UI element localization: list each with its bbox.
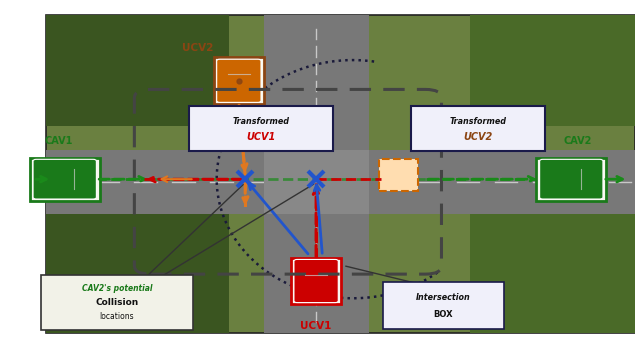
FancyBboxPatch shape [380, 159, 418, 191]
FancyBboxPatch shape [264, 150, 369, 214]
FancyBboxPatch shape [46, 15, 230, 126]
Text: Transformed: Transformed [233, 117, 289, 126]
FancyBboxPatch shape [294, 260, 338, 303]
FancyBboxPatch shape [470, 205, 635, 333]
FancyBboxPatch shape [46, 150, 635, 214]
FancyBboxPatch shape [41, 275, 193, 330]
Text: UCV2: UCV2 [463, 132, 492, 142]
Text: UCV1: UCV1 [246, 132, 275, 142]
Text: UCV2: UCV2 [182, 43, 213, 53]
Text: CAV1: CAV1 [44, 136, 73, 147]
FancyBboxPatch shape [539, 159, 603, 199]
FancyBboxPatch shape [411, 106, 544, 151]
FancyBboxPatch shape [536, 158, 606, 201]
FancyBboxPatch shape [46, 205, 230, 333]
FancyBboxPatch shape [264, 15, 369, 333]
Text: locations: locations [100, 312, 134, 321]
FancyBboxPatch shape [291, 258, 342, 304]
Text: Transformed: Transformed [450, 117, 506, 126]
Text: UCV1: UCV1 [300, 321, 332, 331]
FancyBboxPatch shape [33, 159, 97, 199]
FancyBboxPatch shape [190, 106, 333, 151]
FancyBboxPatch shape [214, 57, 264, 104]
FancyBboxPatch shape [383, 282, 504, 329]
FancyBboxPatch shape [217, 59, 261, 102]
FancyBboxPatch shape [46, 15, 635, 333]
Text: Collision: Collision [95, 298, 139, 307]
Text: BOX: BOX [433, 310, 453, 319]
Text: CAV2's potential: CAV2's potential [81, 284, 152, 293]
Text: CAV2: CAV2 [563, 136, 592, 147]
FancyBboxPatch shape [470, 15, 635, 126]
FancyBboxPatch shape [30, 158, 100, 201]
Text: Intersection: Intersection [416, 293, 471, 302]
